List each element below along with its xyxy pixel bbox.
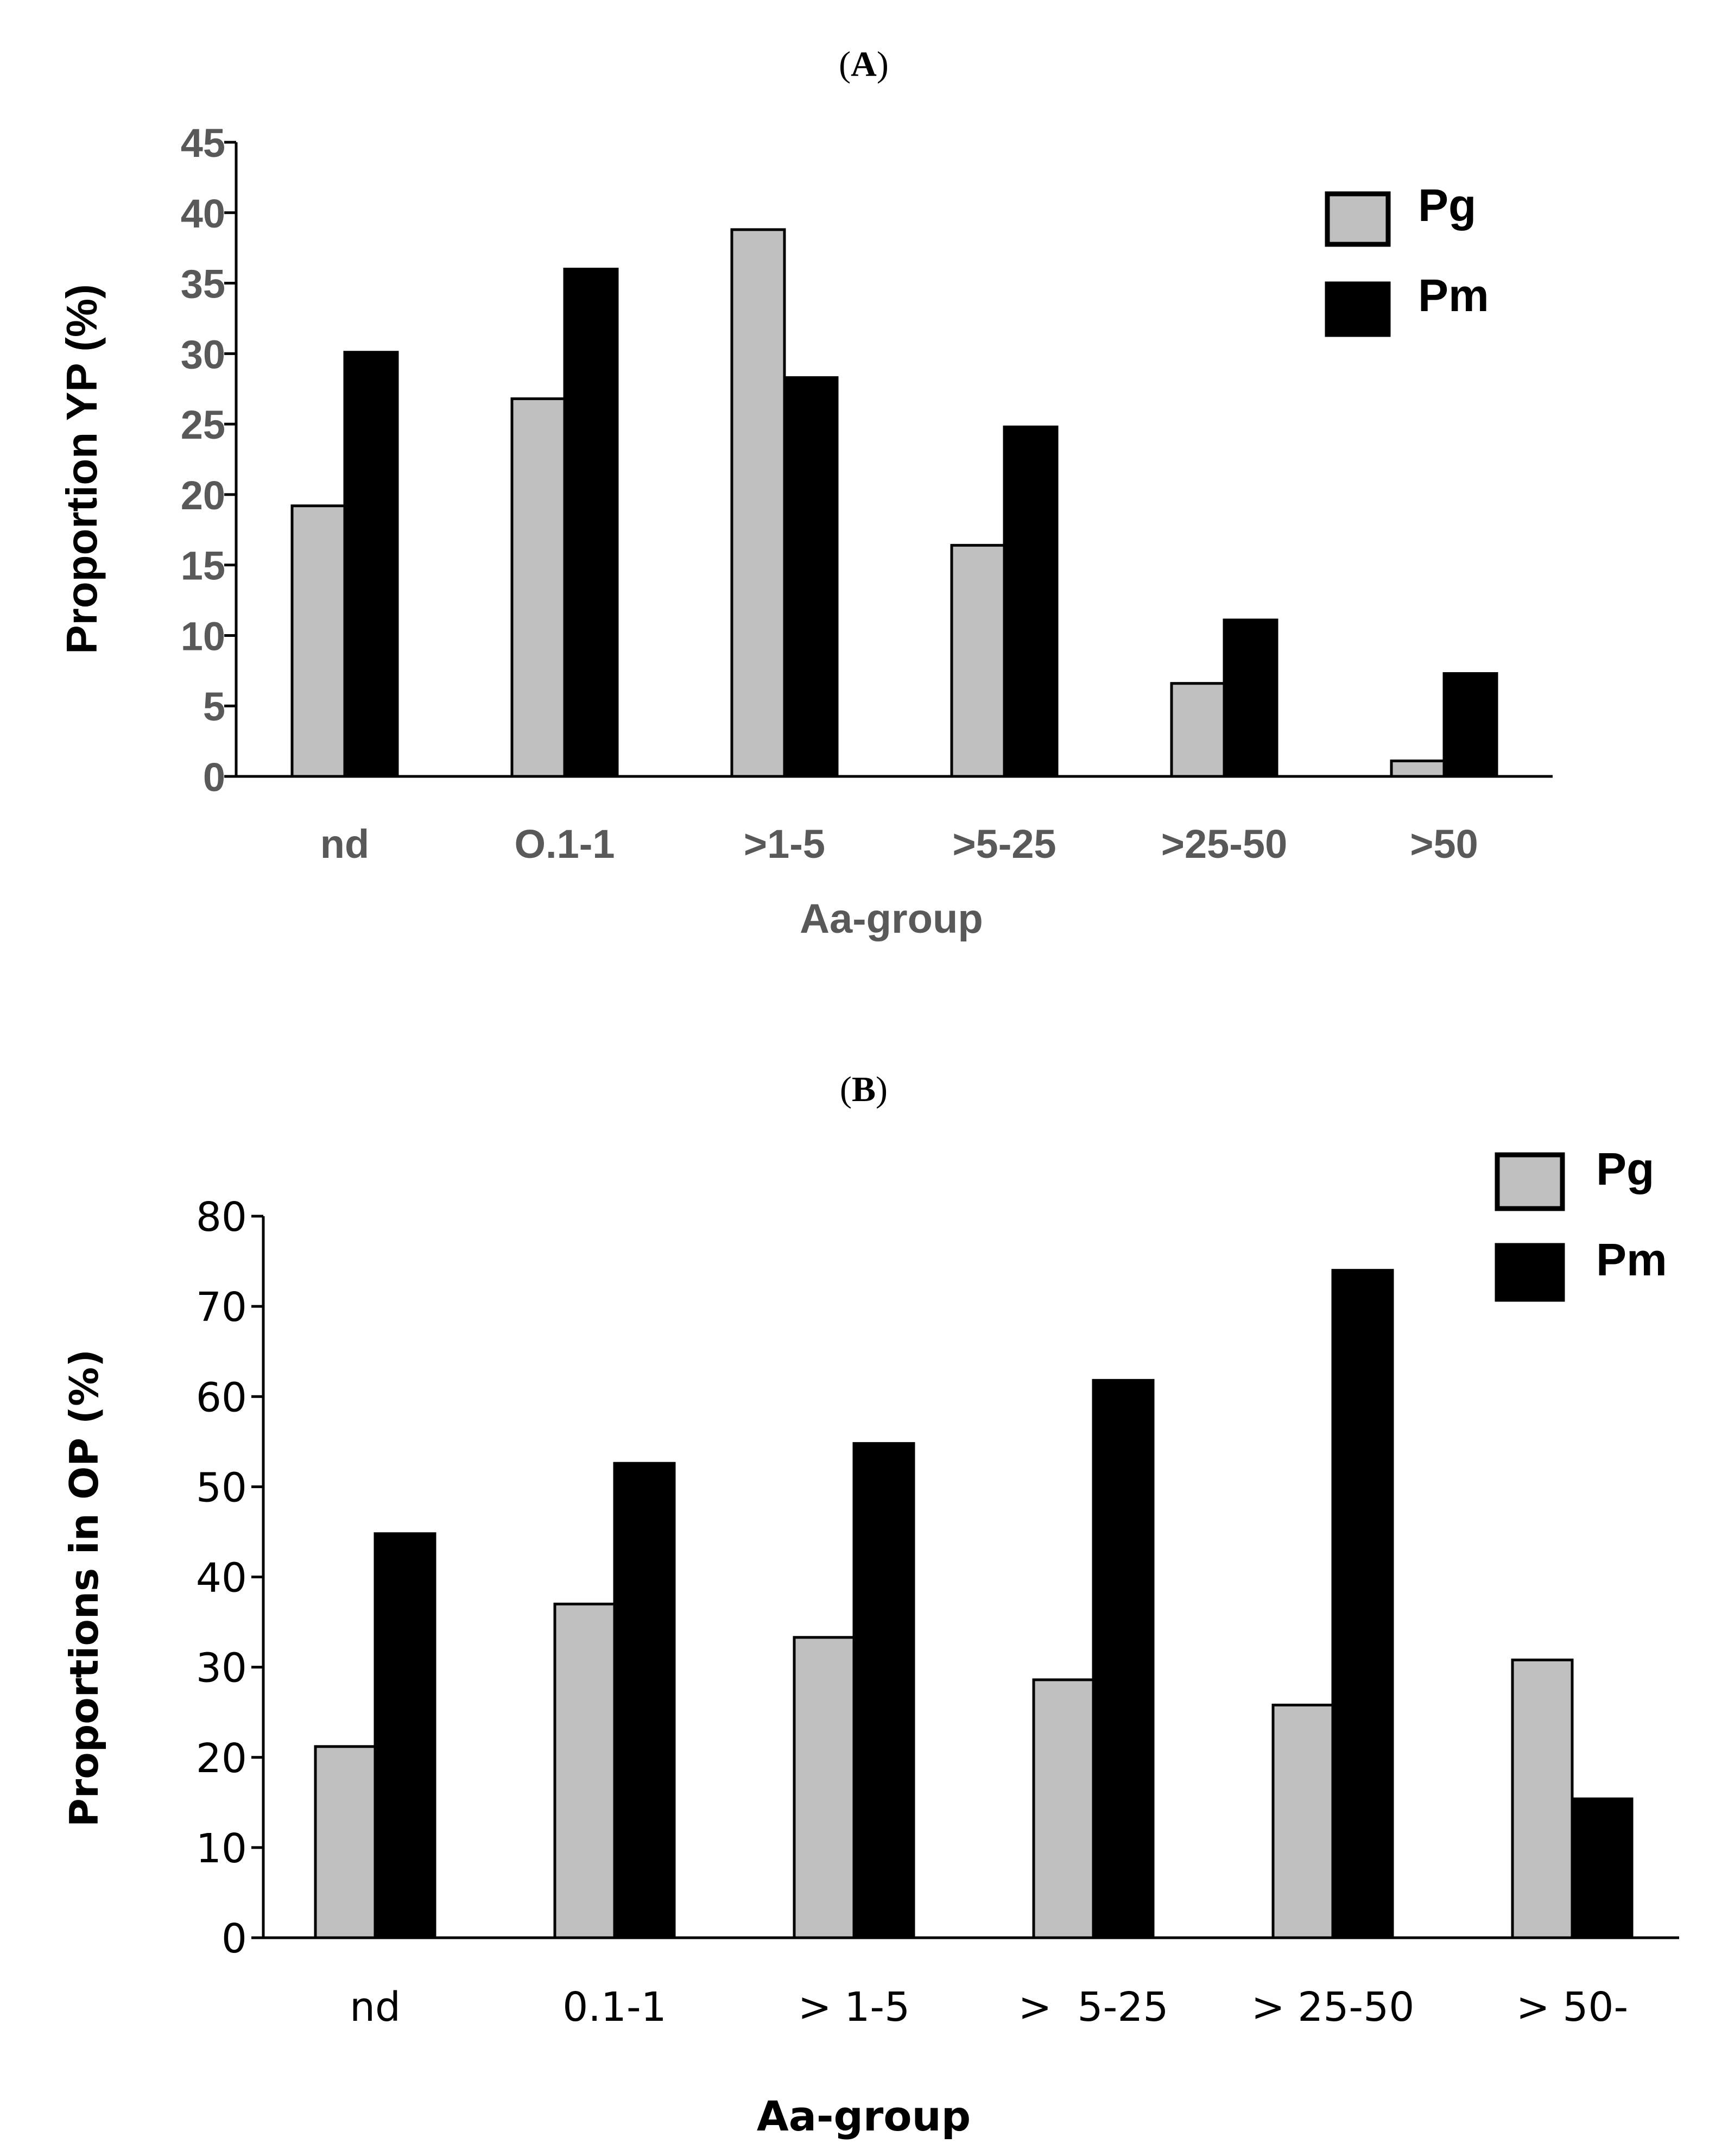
panel-a-legend-label-pg: Pg <box>1418 180 1476 231</box>
panel-a-y-tick-label-5: 25 <box>181 402 225 447</box>
panel-a-y-tick-label-6: 30 <box>181 332 225 377</box>
panel-a-x-tick-label-5: >50 <box>1410 821 1478 867</box>
panel-a-x-tick-label-0: nd <box>320 821 369 867</box>
panel-a-bar-pg-1 <box>512 399 565 776</box>
panel-b-bar-pg-2 <box>794 1637 854 1938</box>
panel-b-y-tick-label-2: 20 <box>196 1735 247 1782</box>
panel-a-bar-pg-3 <box>952 545 1004 776</box>
panel-b-bar-pm-1 <box>615 1463 674 1938</box>
panel-b-bar-pm-2 <box>854 1444 914 1938</box>
panel-a-bar-pm-2 <box>784 377 837 776</box>
panel-a-y-tick-label-0: 0 <box>203 755 225 800</box>
panel-a-bar-pm-5 <box>1444 674 1497 776</box>
panel-b-x-tick-label-4: > 25-50 <box>1251 1984 1415 2031</box>
panel-a-x-tick-label-4: >25-50 <box>1161 821 1287 867</box>
panel-a-label-letter: A <box>851 45 877 84</box>
panel-b-bar-pm-5 <box>1572 1799 1632 1938</box>
panel-b-bar-pg-4 <box>1273 1705 1333 1938</box>
panel-a-y-axis-title: Proportion YP (%) <box>58 284 106 654</box>
panel-b-y-tick-label-5: 50 <box>196 1464 247 1511</box>
panel-b-y-tick-label-7: 70 <box>196 1284 247 1331</box>
panel-b-y-tick-label-6: 60 <box>196 1374 247 1421</box>
panel-a-x-axis-title: Aa-group <box>800 896 983 942</box>
panel-b-y-tick-label-3: 30 <box>196 1645 247 1692</box>
panel-b-x-tick-label-1: 0.1-1 <box>562 1984 666 2031</box>
panel-b-x-tick-label-5: > 50- <box>1516 1984 1628 2031</box>
panel-a-legend-label-pm: Pm <box>1418 270 1489 321</box>
panel-b-bar-pg-1 <box>555 1604 615 1938</box>
panel-a-bar-pg-5 <box>1391 761 1444 776</box>
panel-a-label: (A) <box>839 45 889 84</box>
panel-a-legend-swatch-pg <box>1327 194 1388 244</box>
panel-a-y-tick-label-9: 45 <box>181 121 225 166</box>
panel-b-label-open: ( <box>840 1070 852 1109</box>
panel-b-x-tick-label-2: > 1-5 <box>798 1984 910 2031</box>
panel-a-bar-pm-4 <box>1224 620 1277 776</box>
panel-b-bar-pg-5 <box>1512 1660 1572 1938</box>
panel-a-y-tick-label-2: 10 <box>181 614 225 659</box>
figure: (A)nd O.1-1 >1-5 >5-25 >25-50 >50051015202530… <box>0 0 1728 2156</box>
panel-a-bar-pm-3 <box>1004 427 1057 776</box>
panel-b-legend-label-pg: Pg <box>1596 1143 1654 1194</box>
panel-b-x-tick-label-0: nd <box>350 1984 401 2031</box>
panel-a-label-open: ( <box>839 45 851 84</box>
panel-a-label-close: ) <box>877 45 889 84</box>
panel-a-y-tick-label-3: 15 <box>181 543 225 589</box>
panel-b-legend-label-pm: Pm <box>1596 1234 1667 1285</box>
panel-b-bar-pg-0 <box>315 1747 375 1938</box>
panel-a-y-tick-label-1: 5 <box>203 684 225 729</box>
panel-b-bar-pg-3 <box>1034 1680 1093 1938</box>
panel-b-bar-pm-0 <box>375 1534 435 1938</box>
panel-a-bar-pg-0 <box>292 506 345 776</box>
panel-b-x-axis-title: Aa-group <box>757 2092 971 2140</box>
panel-a-x-tick-label-3: >5-25 <box>952 821 1056 867</box>
panel-b-legend-swatch-pm <box>1497 1245 1562 1299</box>
panel-b-label-close: ) <box>876 1070 888 1109</box>
panel-a-bar-pg-4 <box>1172 684 1224 776</box>
panel-b-y-tick-label-4: 40 <box>196 1555 247 1602</box>
panel-a-y-tick-label-4: 20 <box>181 473 225 518</box>
panel-a-legend-swatch-pm <box>1327 284 1388 334</box>
panel-a-x-tick-label-1: O.1-1 <box>514 821 615 867</box>
panel-a-bar-pm-0 <box>345 352 397 776</box>
panel-b-x-tick-label-3: > 5-25 <box>1018 1984 1169 2031</box>
panel-b-y-tick-label-1: 10 <box>196 1825 247 1872</box>
panel-a-bar-pg-2 <box>732 230 784 776</box>
panel-a-y-tick-label-8: 40 <box>181 191 225 236</box>
panel-a-x-tick-label-2: >1-5 <box>744 821 825 867</box>
panel-b-y-tick-label-8: 80 <box>196 1194 247 1241</box>
panel-b-y-axis-title: Proportions in OP (%) <box>61 1349 107 1827</box>
panel-a-y-tick-label-7: 35 <box>181 262 225 307</box>
panel-b-legend-swatch-pg <box>1497 1155 1562 1209</box>
panel-b-y-tick-label-0: 0 <box>221 1915 247 1962</box>
panel-b-label-letter: B <box>852 1070 876 1109</box>
panel-b-bar-pm-3 <box>1093 1380 1153 1938</box>
panel-a-bar-pm-1 <box>565 269 617 776</box>
panel-b-bar-pm-4 <box>1333 1270 1392 1938</box>
panel-b-label: (B) <box>840 1070 888 1109</box>
